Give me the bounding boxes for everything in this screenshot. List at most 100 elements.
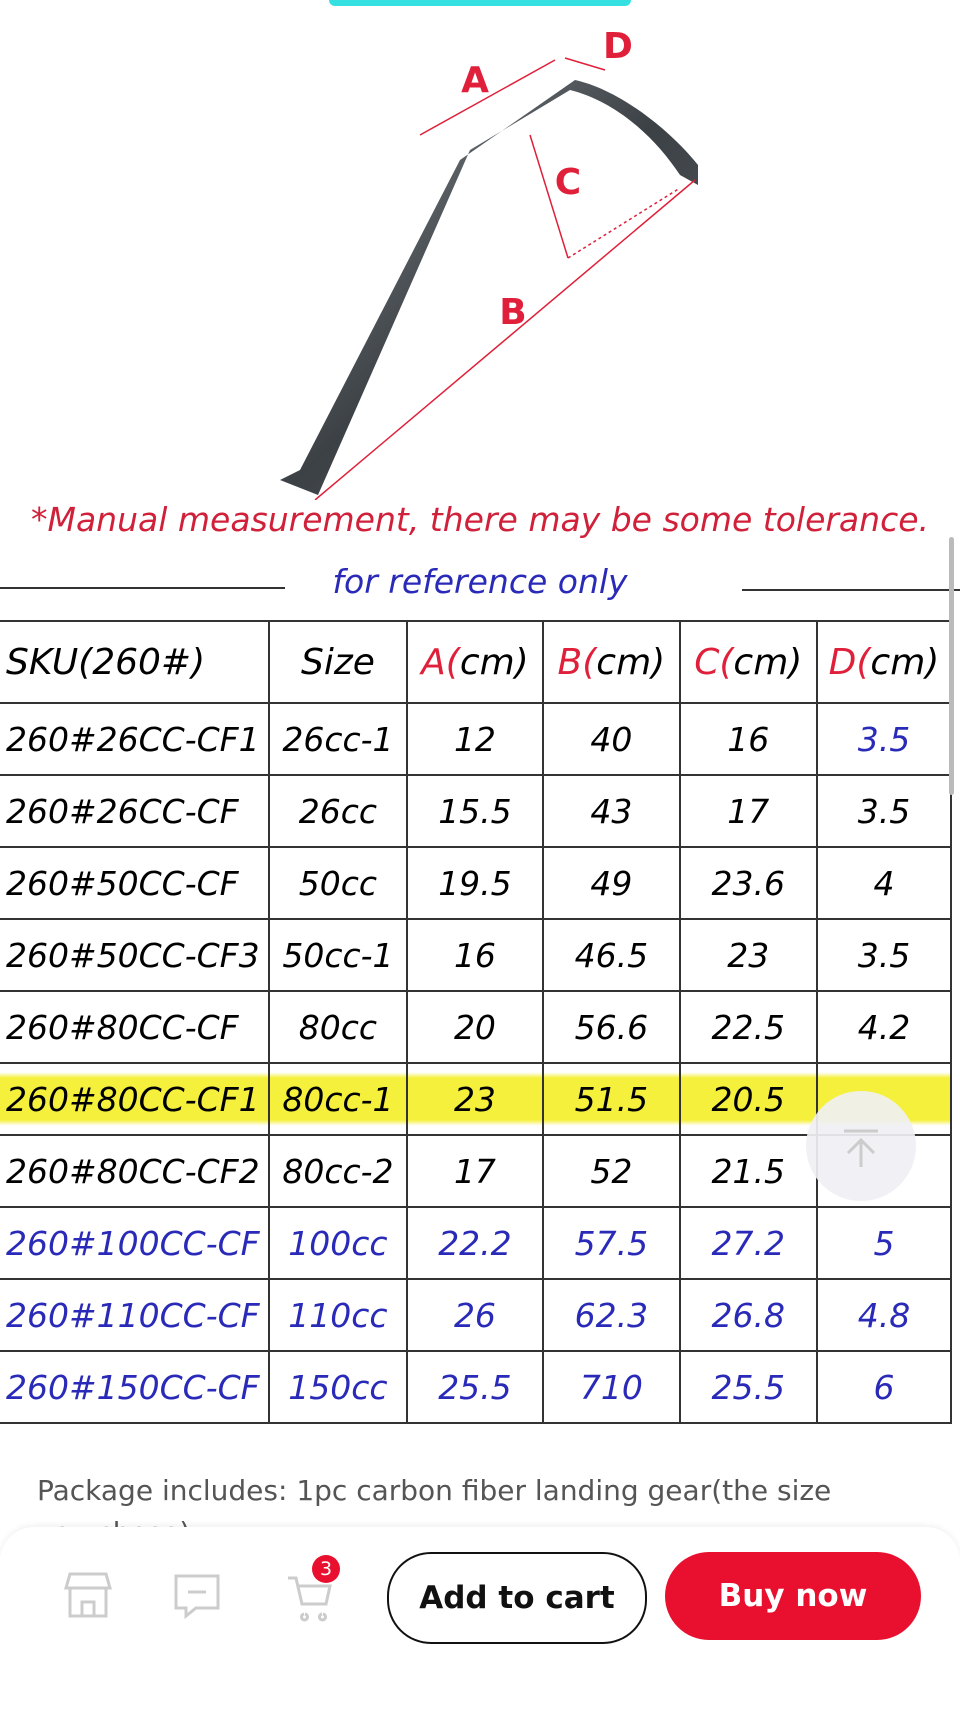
table-cell: 23 (405, 1062, 545, 1136)
table-cell: 51.5 (542, 1062, 681, 1136)
table-cell: Size (268, 620, 408, 704)
table-row: 260#110CC-CF 110cc 26 62.3 26.8 4.8 (0, 1278, 953, 1352)
scroll-top-button[interactable] (806, 1091, 916, 1201)
measurement-note: *Manual measurement, there may be some t… (30, 500, 930, 539)
table-cell: 710 (542, 1350, 681, 1424)
reference-note: for reference only (332, 562, 628, 601)
table-cell: 27.2 (678, 1206, 818, 1280)
table-row: 260#100CC-CF 100cc 22.2 57.5 27.2 5 (0, 1206, 953, 1280)
label-a: A (461, 60, 489, 101)
table-cell: 5 (815, 1206, 953, 1280)
table-cell: 4 (815, 846, 953, 920)
table-row: 260#80CC-CF 80cc 20 56.6 22.5 4.2 (0, 990, 953, 1064)
table-cell: 40 (542, 702, 681, 776)
table-cell: 150cc (268, 1350, 408, 1424)
table-cell: 15.5 (405, 774, 545, 848)
separator (0, 587, 285, 589)
table-cell: SKU(260#) (0, 620, 271, 704)
table-cell: 260#80CC-CF (0, 990, 271, 1064)
table-cell: 26.8 (678, 1278, 818, 1352)
table-cell: 20.5 (678, 1062, 818, 1136)
nav-icons: 3 (64, 1555, 340, 1622)
cart-badge-bg (312, 1555, 340, 1583)
dimension-lines (314, 57, 696, 500)
table-row: 260#50CC-CF 50cc 19.5 49 23.6 4 (0, 846, 953, 920)
table-row: 260#50CC-CF3 50cc-1 16 46.5 23 3.5 (0, 918, 953, 992)
table-cell: 46.5 (542, 918, 681, 992)
table-row: 260#80CC-CF1 80cc-1 23 51.5 20.5 (0, 1062, 953, 1136)
table-row: 260#26CC-CF 26cc 15.5 43 17 3.5 (0, 774, 953, 848)
table-cell: A(cm) (405, 620, 545, 704)
table-cell: 21.5 (678, 1134, 818, 1208)
table-cell: 12 (405, 702, 545, 776)
table-cell: 52 (542, 1134, 681, 1208)
table-cell: 22.5 (678, 990, 818, 1064)
table-cell: 62.3 (542, 1278, 681, 1352)
table-cell: 23 (678, 918, 818, 992)
table-cell: 26 (405, 1278, 545, 1352)
separator (742, 589, 960, 591)
table-cell: 50cc-1 (268, 918, 408, 992)
table-cell: D(cm) (815, 620, 953, 704)
table-cell: 110cc (268, 1278, 408, 1352)
table-cell: 6 (815, 1350, 953, 1424)
table-cell: 3.5 (815, 774, 953, 848)
label-b: B (499, 292, 526, 333)
table-cell: C(cm) (678, 620, 818, 704)
table-cell: 49 (542, 846, 681, 920)
table-cell: 260#80CC-CF2 (0, 1134, 271, 1208)
table-cell: 16 (405, 918, 545, 992)
table-cell: 20 (405, 990, 545, 1064)
table-cell: 260#26CC-CF (0, 774, 271, 848)
table-cell: 80cc-1 (268, 1062, 408, 1136)
scrollbar (949, 537, 954, 795)
table-cell: 260#110CC-CF (0, 1278, 271, 1352)
table-cell: 56.6 (542, 990, 681, 1064)
label-c: C (555, 162, 581, 203)
table-cell: 3.5 (815, 918, 953, 992)
buy-now-button[interactable]: Buy now (665, 1552, 921, 1640)
table-cell: 25.5 (678, 1350, 818, 1424)
table-cell: 4.2 (815, 990, 953, 1064)
table-cell: 25.5 (405, 1350, 545, 1424)
table-cell: 23.6 (678, 846, 818, 920)
add-to-cart-button[interactable]: Add to cart (387, 1552, 647, 1644)
top-indicator (329, 0, 631, 6)
size-table: SKU(260#) Size A(cm) B(cm) C(cm) D(cm) 260#26C… (0, 620, 953, 1424)
cart-badge: 3 (320, 1558, 332, 1580)
bottom-bar: 3 Add to cart Buy now (0, 1527, 960, 1720)
table-row: 260#26CC-CF1 26cc-1 12 40 16 3.5 (0, 702, 953, 776)
table-cell: 43 (542, 774, 681, 848)
landing-gear (280, 80, 698, 495)
arrow-up-icon (844, 1129, 878, 1167)
table-cell: 16 (678, 702, 818, 776)
table-cell: 260#50CC-CF3 (0, 918, 271, 992)
table-row: 260#150CC-CF 150cc 25.5 710 25.5 6 (0, 1350, 953, 1424)
table-cell: 80cc (268, 990, 408, 1064)
table-row: SKU(260#) Size A(cm) B(cm) C(cm) D(cm) (0, 620, 953, 704)
table-cell: B(cm) (542, 620, 681, 704)
table-cell: 26cc-1 (268, 702, 408, 776)
table-cell: 50cc (268, 846, 408, 920)
table-cell: 4.8 (815, 1278, 953, 1352)
table-cell: 26cc (268, 774, 408, 848)
table-cell: 22.2 (405, 1206, 545, 1280)
table-cell: 260#150CC-CF (0, 1350, 271, 1424)
table-cell: 80cc-2 (268, 1134, 408, 1208)
store-icon[interactable] (64, 1572, 112, 1618)
table-cell: 260#80CC-CF1 (0, 1062, 271, 1136)
table-cell: 260#100CC-CF (0, 1206, 271, 1280)
table-cell: 19.5 (405, 846, 545, 920)
chat-icon[interactable] (174, 1574, 220, 1620)
table-cell: 260#26CC-CF1 (0, 702, 271, 776)
label-d: D (603, 26, 633, 67)
table-cell: 17 (678, 774, 818, 848)
table-cell: 3.5 (815, 702, 953, 776)
table-cell: 260#50CC-CF (0, 846, 271, 920)
table-cell: 100cc (268, 1206, 408, 1280)
diagram: A B C D (280, 26, 698, 500)
cart-icon[interactable] (288, 1576, 332, 1622)
table-cell: 57.5 (542, 1206, 681, 1280)
